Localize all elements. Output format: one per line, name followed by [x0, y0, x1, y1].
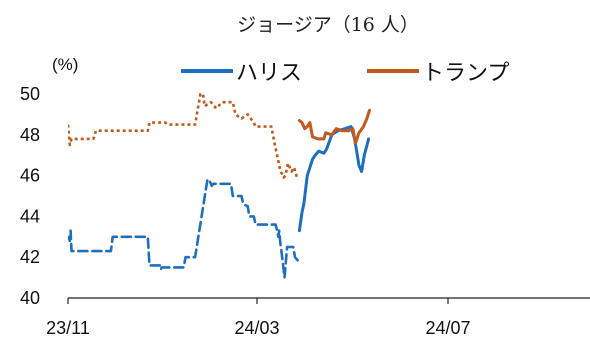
y-tick-label: 40: [20, 288, 40, 308]
y-tick-label: 46: [20, 166, 40, 186]
x-tick-label: 24/07: [425, 318, 470, 338]
legend-label: ハリス: [236, 61, 302, 86]
x-tick-label: 23/11: [46, 318, 90, 338]
y-tick-label: 44: [20, 206, 40, 226]
legend: ハリス トランプ: [181, 61, 509, 86]
y-tick-label: 50: [20, 84, 40, 104]
series-line-trump-solid: [297, 108, 371, 145]
series-line-harris-solid: [297, 125, 371, 233]
y-axis-unit: (%): [52, 55, 78, 74]
y-tick-label: 42: [20, 247, 40, 267]
x-tick-label: 24/03: [234, 318, 279, 338]
axes: 50 48 46 44 42 40 23/11 24/03 24/07: [20, 84, 590, 338]
series-line-harris-dashed: [68, 178, 300, 279]
y-tick-label: 48: [20, 125, 40, 145]
chart-title: ジョージア（16 人）: [237, 14, 419, 36]
series-line-trump-dotted: [68, 92, 299, 181]
legend-label: トランプ: [422, 61, 509, 86]
series-layer: [68, 92, 371, 279]
